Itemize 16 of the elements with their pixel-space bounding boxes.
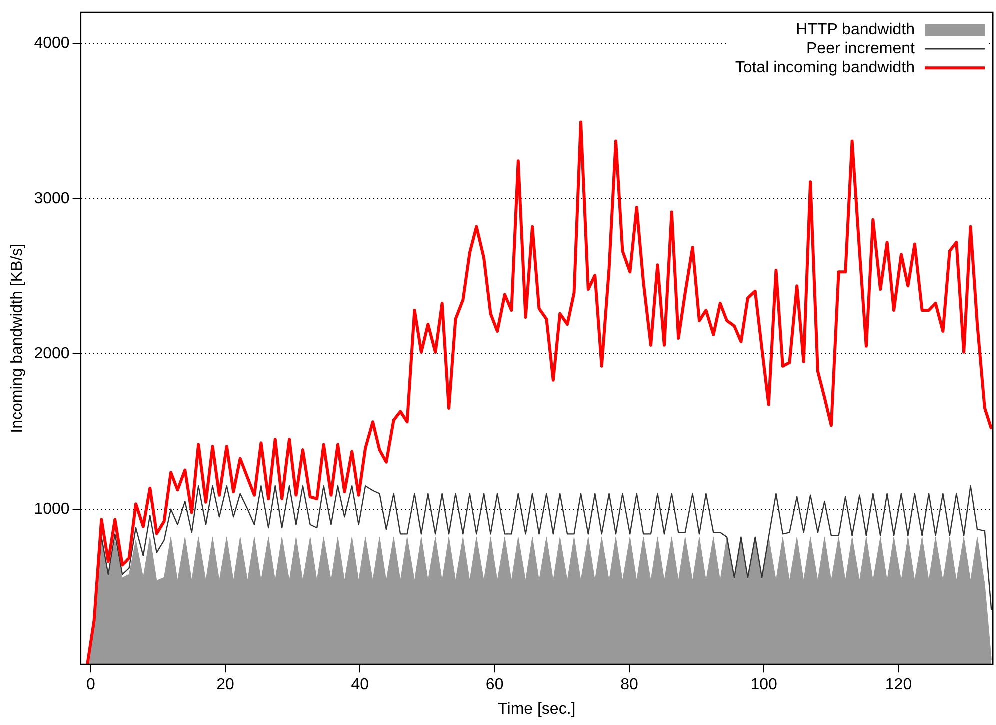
y-axis-title: Incoming bandwidth [KB/s] bbox=[9, 244, 26, 434]
x-tick-label: 0 bbox=[86, 676, 96, 694]
x-tick-label: 80 bbox=[620, 676, 638, 694]
legend-label: Total incoming bandwidth bbox=[735, 60, 915, 77]
x-tick-label: 60 bbox=[486, 676, 504, 694]
y-tick-label: 2000 bbox=[34, 346, 70, 363]
x-tick-label: 40 bbox=[351, 676, 370, 694]
y-tick-label: 4000 bbox=[34, 35, 70, 52]
y-tick-label: 3000 bbox=[34, 190, 70, 208]
legend-label: Peer increment bbox=[806, 40, 916, 58]
x-tick-label: 100 bbox=[750, 676, 778, 694]
legend-label: HTTP bandwidth bbox=[796, 22, 915, 39]
x-tick-label: 120 bbox=[885, 676, 912, 694]
x-axis-title: Time [sec.] bbox=[498, 700, 576, 718]
y-tick-label: 1000 bbox=[34, 500, 70, 518]
x-tick-label: 20 bbox=[216, 676, 235, 694]
